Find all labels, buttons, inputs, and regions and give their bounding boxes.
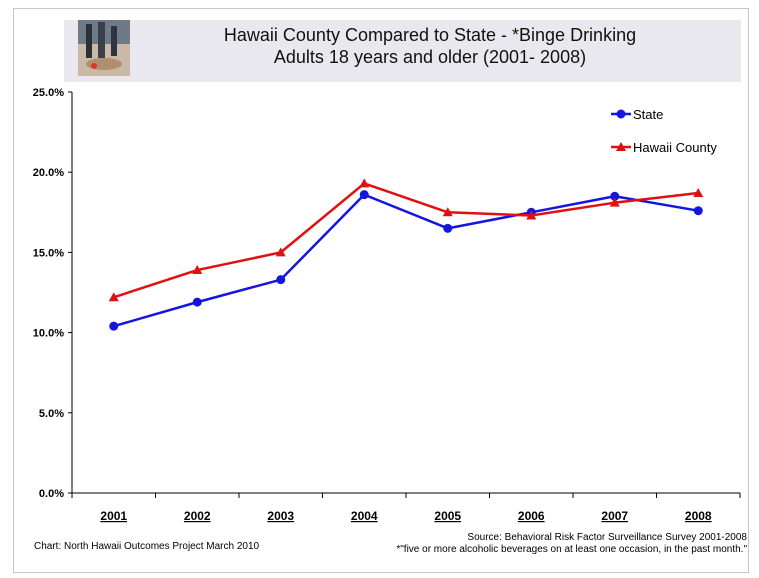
data-point-circle [109,321,119,331]
x-tick-label: 2004 [351,509,378,523]
data-point-circle [192,297,202,307]
legend-label: State [633,107,663,122]
title-photo-thumbnail [78,20,130,76]
data-point-triangle [526,210,537,220]
x-tick-label: 2001 [100,509,127,523]
title-band [64,20,741,82]
source-line: Source: Behavioral Risk Factor Surveilla… [467,532,747,543]
chart-title: Hawaii County Compared to State - *Binge… [130,24,730,68]
x-tick-label: 2003 [267,509,294,523]
data-point-triangle [693,188,704,198]
legend-marker-triangle [616,142,626,151]
x-tick-label: 2006 [518,509,545,523]
data-point-triangle [275,247,286,257]
x-tick-label: 2005 [434,509,461,523]
series-line-state [113,193,699,328]
data-point-circle [610,191,620,201]
source-note: Source: Behavioral Risk Factor Surveilla… [396,532,747,556]
chart-title-line-2: Adults 18 years and older (2001- 2008) [273,47,587,67]
y-tick-label: 0.0% [39,488,64,500]
data-point-circle [276,275,286,285]
x-tick-label: 2002 [184,509,211,523]
chart-title-line-1: Hawaii County Compared to State - *Binge… [223,25,637,45]
data-point-triangle [108,292,119,302]
data-point-triangle [192,265,203,275]
legend-label: Hawaii County [633,140,717,155]
x-tick-label: 2007 [601,509,628,523]
data-point-circle [359,190,369,200]
legend-marker-circle [616,109,626,119]
data-point-circle [443,223,453,233]
series-line-hawaii-county [113,182,699,299]
data-point-triangle [442,207,453,217]
y-tick-label: 15.0% [33,247,64,259]
y-tick-label: 20.0% [33,167,64,179]
x-tick-label: 2008 [685,509,712,523]
footnote-line: *"five or more alcoholic beverages on at… [396,544,747,555]
y-tick-label: 25.0% [33,87,64,99]
data-point-circle [693,206,703,216]
data-point-triangle [359,178,370,188]
y-tick-label: 5.0% [39,408,64,420]
data-point-triangle [609,197,620,207]
y-tick-label: 10.0% [33,328,64,340]
chart-credit: Chart: North Hawaii Outcomes Project Mar… [34,541,260,552]
